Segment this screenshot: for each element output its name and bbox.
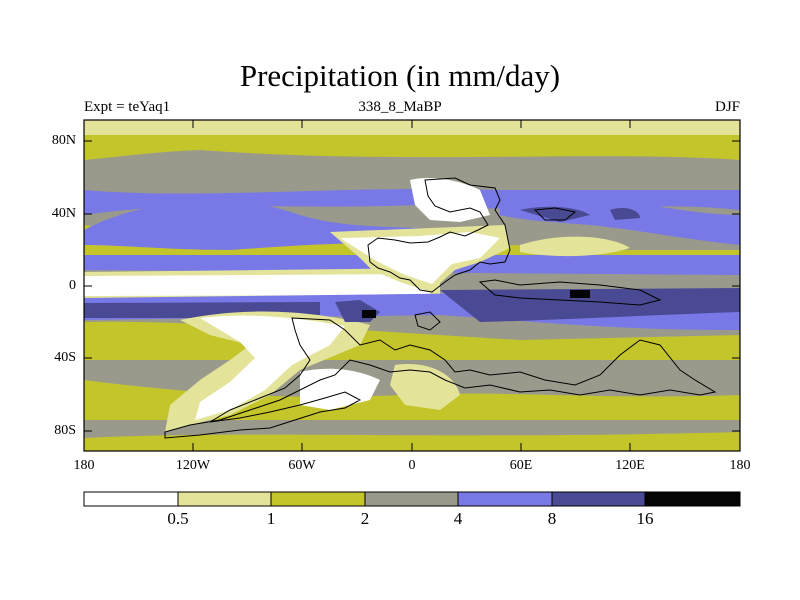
axis-ticks — [84, 120, 740, 451]
lat-label-80n: 80N — [51, 133, 76, 148]
colorbar-swatch-6 — [551, 491, 646, 507]
lat-label-40s: 40S — [54, 350, 76, 365]
colorbar-swatch-1 — [83, 491, 179, 507]
lon-label-120w: 120W — [175, 458, 211, 473]
coastlines — [164, 177, 717, 439]
colorbar-swatch-2 — [177, 491, 272, 507]
band-north-storm — [84, 188, 740, 215]
colorbar — [83, 491, 741, 507]
colorbar-swatch-4 — [364, 491, 459, 507]
lon-label-120e: 120E — [615, 458, 645, 473]
east-dry-patch — [520, 236, 630, 257]
lat-label-80s: 80S — [54, 423, 76, 438]
south-continent-outline — [164, 317, 717, 439]
season-label: DJF — [714, 99, 740, 115]
north-continent-outline — [367, 177, 511, 293]
north-highland-dry — [410, 178, 490, 222]
colorbar-swatch-3 — [270, 491, 366, 507]
lat-label-40n: 40N — [51, 206, 76, 221]
age-label: 338_8_MaBP — [358, 99, 442, 115]
map-title: Precipitation (in mm/day) — [239, 58, 561, 93]
lon-label-0: 0 — [408, 458, 416, 473]
colorbar-label-16: 16 — [636, 509, 654, 528]
band-south-pole-edge — [84, 432, 740, 451]
colorbar-label-2: 2 — [360, 509, 370, 528]
lon-label-180-west: 180 — [73, 458, 95, 473]
north-continent-dry — [340, 232, 500, 284]
lon-label-180-east: 180 — [729, 458, 751, 473]
lat-label-0: 0 — [69, 278, 76, 293]
south-continent-dry — [195, 315, 345, 420]
north-island-outline — [533, 207, 577, 221]
storm-track-core — [520, 206, 590, 222]
band-east-monsoon — [440, 288, 740, 322]
east-extreme — [570, 290, 590, 298]
tethys-island-outline — [414, 311, 441, 331]
band-north-dry — [84, 135, 740, 160]
lon-label-60e: 60E — [509, 458, 533, 473]
colorbar-label-8: 8 — [547, 509, 557, 528]
colorbar-swatch-5 — [457, 491, 553, 507]
colorbar-swatch-7 — [644, 491, 741, 507]
south-east-pale — [390, 364, 460, 410]
colorbar-label-1: 1 — [266, 509, 276, 528]
storm-track-core-east — [610, 207, 640, 220]
precipitation-field — [84, 120, 740, 451]
colorbar-label-0-5: 0.5 — [167, 509, 189, 528]
colorbar-label-4: 4 — [453, 509, 463, 528]
experiment-label: Expt = teYaq1 — [84, 99, 171, 115]
band-equator-dry — [84, 274, 430, 296]
lon-label-60w: 60W — [288, 458, 316, 473]
east-island-outline — [478, 279, 662, 306]
tethys-extreme — [362, 310, 376, 318]
